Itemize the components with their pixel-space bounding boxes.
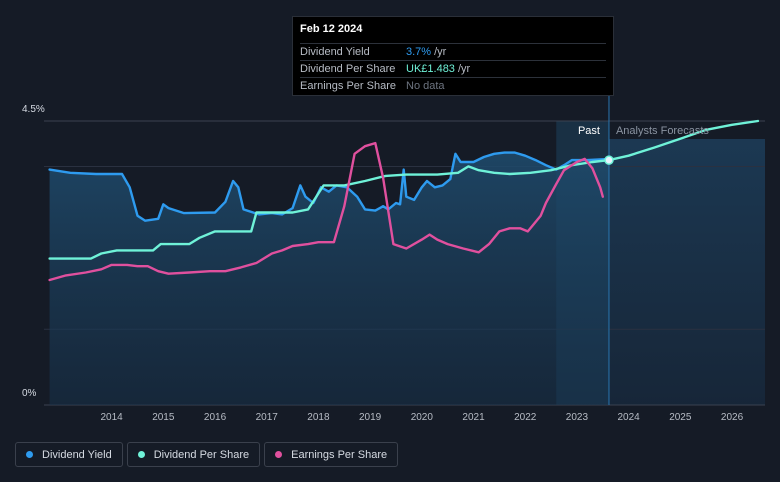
tooltip-row-dividend-yield: Dividend Yield 3.7% /yr	[300, 43, 606, 60]
legend-label: Earnings Per Share	[291, 448, 388, 461]
x-tick-label: 2024	[618, 412, 641, 423]
hover-marker	[604, 155, 614, 165]
legend-label: Dividend Per Share	[153, 448, 250, 461]
tooltip-value: No data	[406, 80, 445, 92]
series-line-eps	[48, 141, 604, 282]
legend-label: Dividend Yield	[42, 448, 112, 461]
hover-tooltip: Feb 12 2024 Dividend Yield 3.7% /yr Divi…	[292, 16, 614, 96]
tooltip-label: Earnings Per Share	[300, 80, 396, 92]
x-tick-label: 2018	[307, 412, 330, 423]
tooltip-value: 3.7%	[406, 46, 432, 58]
series-line-yield	[48, 151, 611, 222]
tooltip-row-earnings-per-share: Earnings Per Share No data	[300, 77, 606, 94]
tooltip-unit: /yr	[434, 46, 447, 58]
x-tick-label: 2015	[152, 412, 175, 423]
x-tick-label: 2019	[359, 412, 382, 423]
legend-dot-icon	[26, 451, 33, 458]
chart-legend: Dividend Yield Dividend Per Share Earnin…	[15, 442, 402, 467]
tooltip-row-dividend-per-share: Dividend Per Share UK£1.483 /yr	[300, 60, 606, 77]
legend-dot-icon	[137, 451, 145, 458]
forecast-label: Analysts Forecasts	[616, 125, 709, 137]
y-tick-label: 0%	[22, 388, 37, 399]
tooltip-date: Feb 12 2024	[300, 23, 363, 35]
legend-item-dividend-per-share[interactable]: Dividend Per Share	[126, 442, 261, 467]
x-tick-label: 2025	[669, 412, 692, 423]
x-tick-label: 2014	[101, 412, 124, 423]
x-tick-label: 2016	[204, 412, 227, 423]
x-tick-label: 2026	[721, 412, 744, 423]
x-tick-label: 2022	[514, 412, 537, 423]
tooltip-label: Dividend Yield	[300, 46, 370, 58]
tooltip-value: UK£1.483	[406, 63, 455, 75]
forecast-region	[608, 139, 765, 405]
past-label: Past	[578, 125, 600, 137]
y-tick-label: 4.5%	[22, 104, 45, 115]
legend-dot-icon	[275, 451, 283, 458]
tooltip-label: Dividend Per Share	[300, 63, 396, 75]
x-tick-label: 2023	[566, 412, 589, 423]
x-tick-label: 2017	[256, 412, 279, 423]
tooltip-unit: /yr	[457, 63, 471, 75]
legend-item-earnings-per-share[interactable]: Earnings Per Share	[264, 442, 399, 467]
legend-item-dividend-yield[interactable]: Dividend Yield	[15, 442, 123, 467]
series-area-yield	[49, 152, 610, 405]
series-line-dps	[48, 119, 760, 260]
x-tick-label: 2021	[462, 412, 485, 423]
x-tick-label: 2020	[411, 412, 434, 423]
